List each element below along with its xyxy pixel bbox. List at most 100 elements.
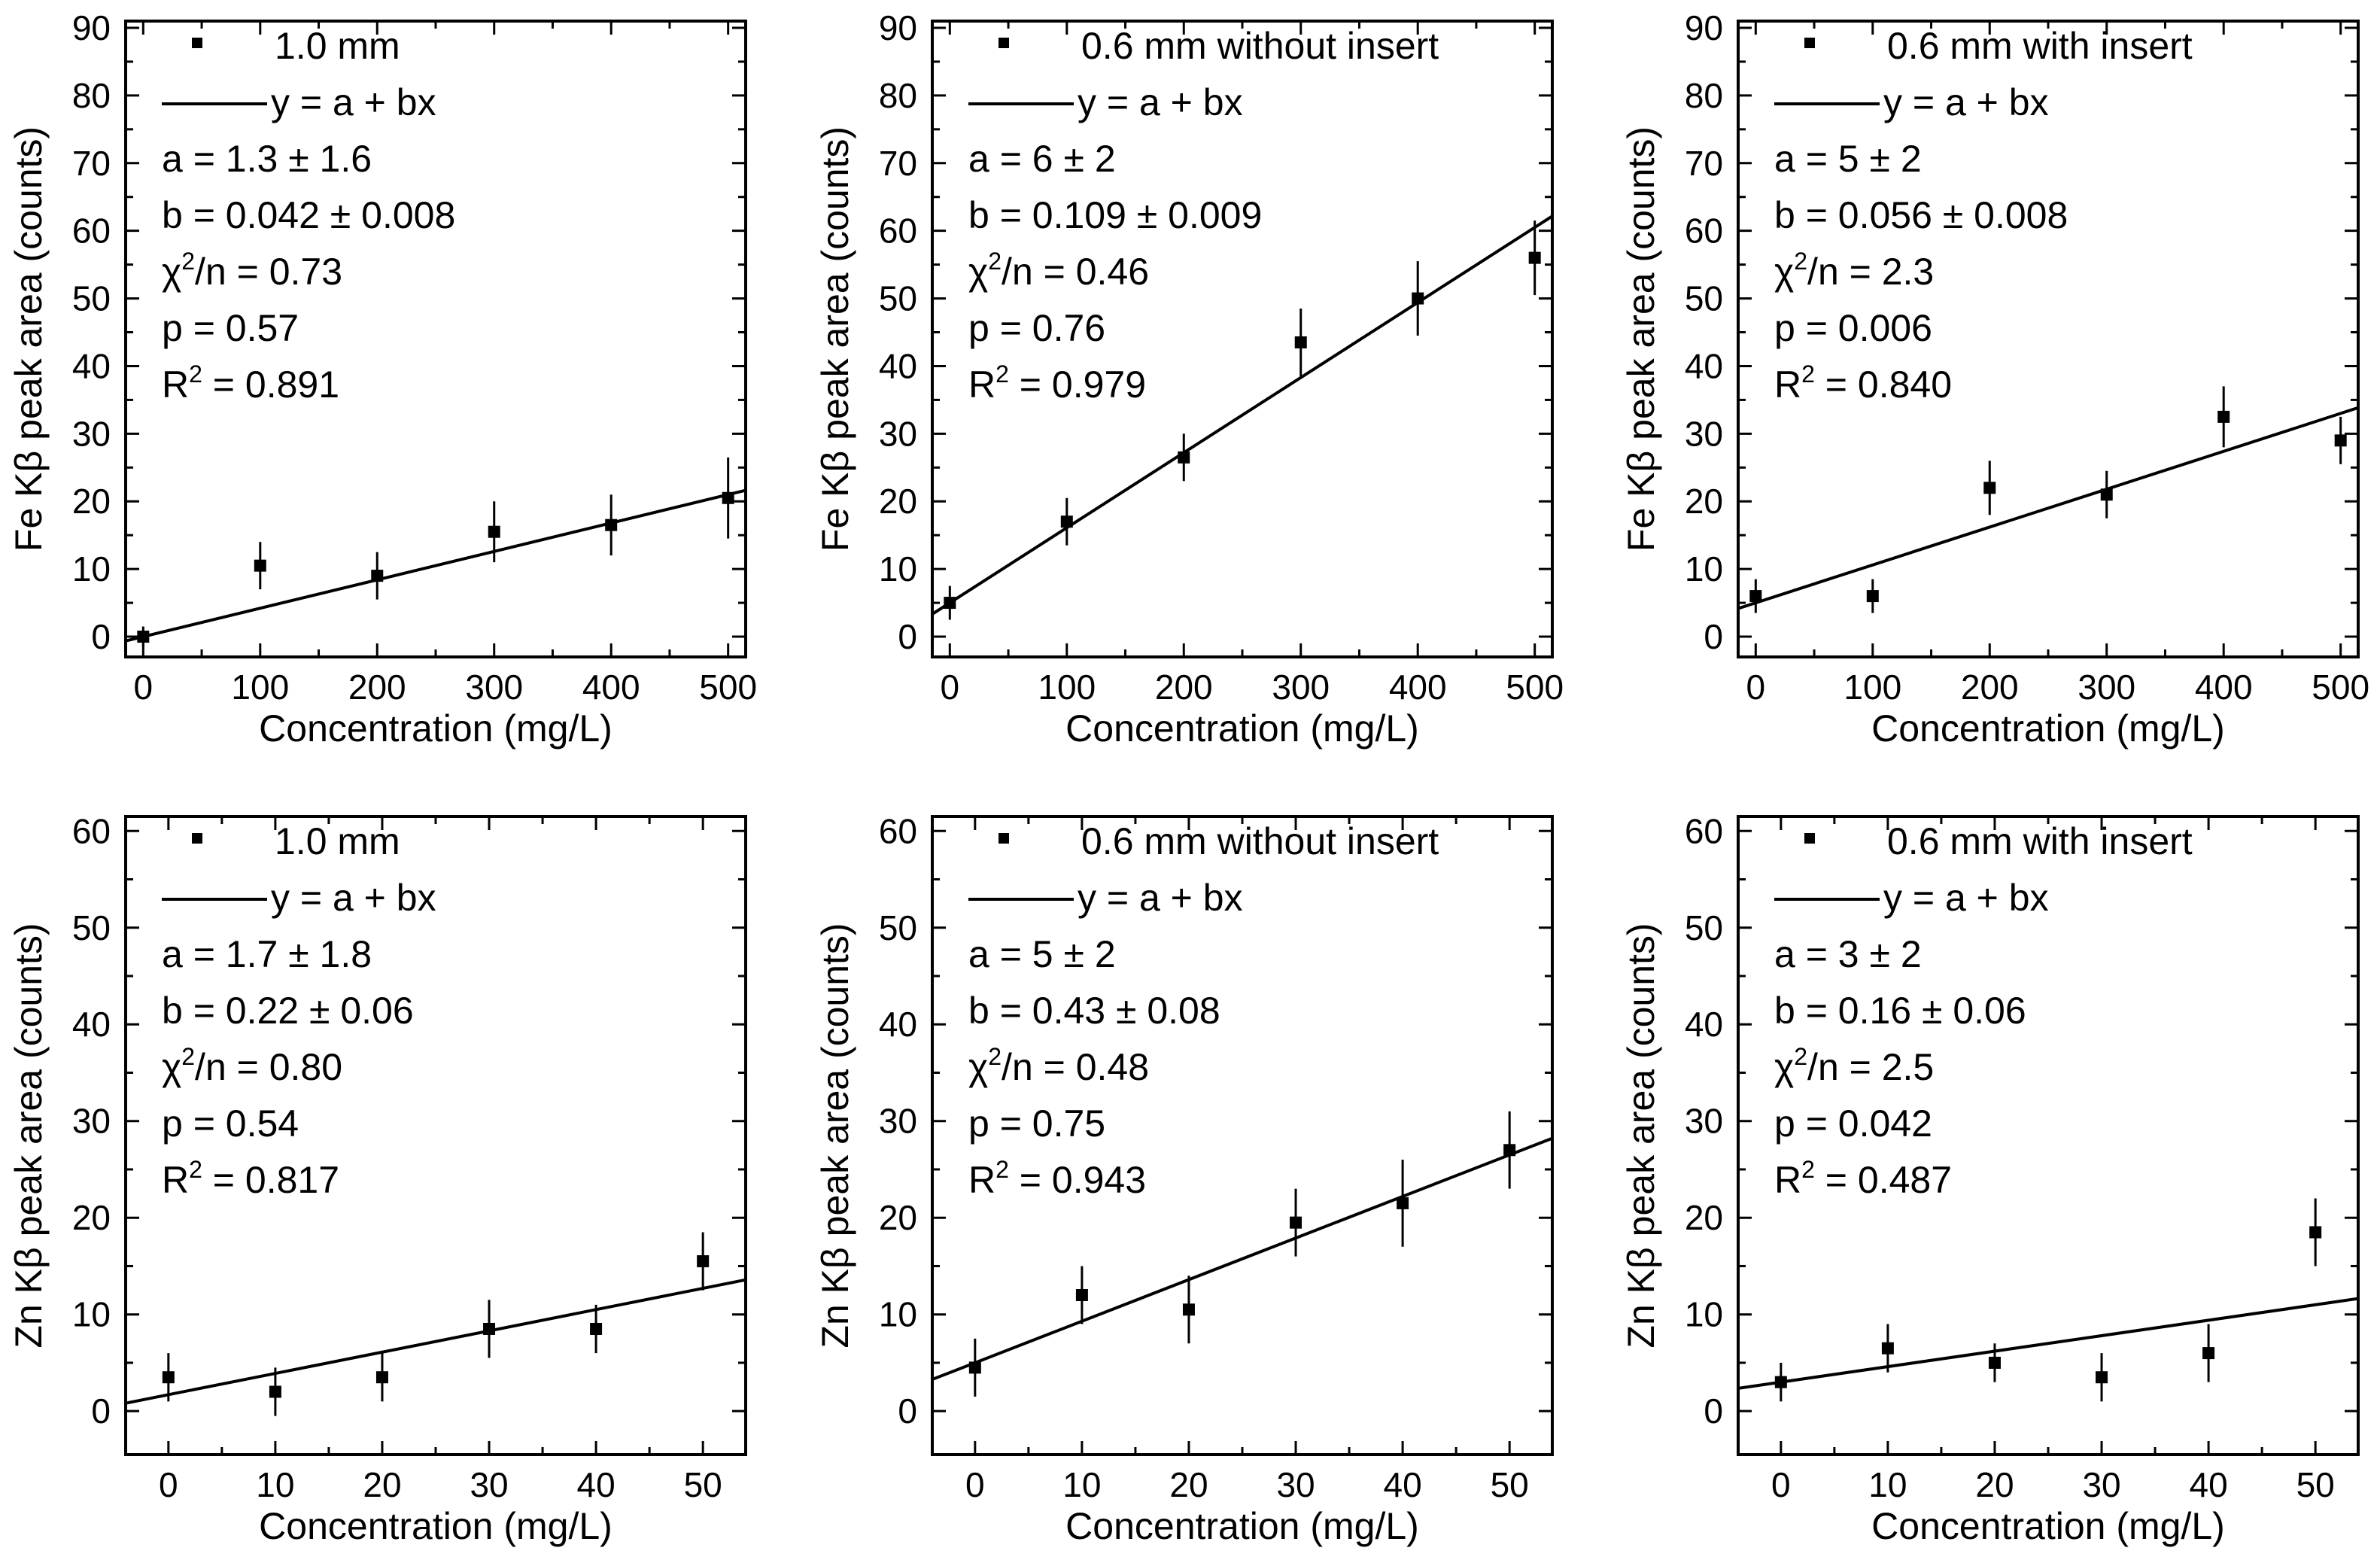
fit-p-value: p = 0.54 [162, 1102, 299, 1145]
data-point [2100, 488, 2113, 501]
fit-chi2: χ2/n = 2.5 [1774, 1043, 1934, 1088]
fit-p-value: p = 0.57 [162, 307, 299, 349]
fit-line [932, 1136, 1552, 1381]
legend-line-label: y = a + bx [1078, 81, 1243, 123]
y-axis-title: Zn Kβ peak area (counts) [1620, 923, 1662, 1348]
y-tick-label: 10 [1685, 549, 1723, 588]
x-axis-title: Concentration (mg/L) [1065, 1505, 1419, 1547]
legend-marker [192, 833, 202, 844]
x-tick-label: 200 [348, 667, 406, 707]
y-tick-label: 90 [879, 8, 917, 47]
x-tick-label: 500 [1506, 667, 1564, 707]
y-tick-label: 50 [72, 908, 111, 947]
y-tick-label: 80 [879, 76, 917, 115]
x-tick-label: 300 [465, 667, 523, 707]
chart-panel-zn-0.6mm-without: 0 10 20 30 40 50 0 10 20 30 40 50 60 Concentration (m… [814, 811, 1554, 1547]
data-point [1988, 1356, 2001, 1369]
fit-r2: R2 = 0.487 [1774, 1156, 1952, 1201]
data-point [968, 1361, 981, 1374]
fit-chi2: χ2/n = 0.73 [162, 248, 342, 293]
x-tick-label: 0 [159, 1465, 178, 1504]
data-point [1881, 1342, 1894, 1355]
fit-r2: R2 = 0.817 [162, 1156, 339, 1201]
y-tick-label: 20 [72, 1198, 111, 1237]
x-tick-label: 30 [1276, 1465, 1315, 1504]
data-point [697, 1255, 710, 1268]
data-point [1075, 1289, 1088, 1301]
data-point [1178, 451, 1190, 464]
fit-param-a: a = 1.3 ± 1.6 [162, 138, 372, 180]
y-tick-label: 0 [1704, 1391, 1723, 1431]
y-tick-label: 0 [91, 617, 111, 656]
legend-line-label: y = a + bx [1078, 877, 1243, 919]
y-tick-label: 0 [898, 617, 917, 656]
data-point [2309, 1226, 2322, 1239]
fit-line [1738, 1297, 2358, 1390]
y-tick-label: 20 [879, 482, 917, 521]
legend-marker-label: 0.6 mm without insert [1081, 25, 1439, 67]
x-tick-label: 100 [1038, 667, 1096, 707]
x-tick-label: 20 [363, 1465, 401, 1504]
y-tick-label: 10 [879, 549, 917, 588]
x-tick-label: 100 [231, 667, 289, 707]
fit-param-b: b = 0.109 ± 0.009 [968, 194, 1262, 236]
legend-marker-label: 1.0 mm [275, 820, 400, 862]
y-tick-label: 50 [72, 279, 111, 318]
fit-p-value: p = 0.76 [968, 307, 1105, 349]
fit-chi2: χ2/n = 0.48 [968, 1043, 1149, 1088]
data-point [1294, 336, 1307, 348]
x-axis-title: Concentration (mg/L) [1065, 707, 1419, 750]
y-tick-label: 30 [72, 1102, 111, 1141]
y-tick-label: 60 [879, 211, 917, 251]
y-tick-label: 60 [879, 811, 917, 850]
legend-marker-label: 0.6 mm with insert [1887, 25, 2193, 67]
x-tick-label: 20 [1169, 1465, 1208, 1504]
x-tick-label: 30 [2082, 1465, 2120, 1504]
y-tick-label: 10 [1685, 1295, 1723, 1334]
y-tick-label: 40 [72, 1005, 111, 1044]
y-tick-label: 30 [72, 414, 111, 453]
y-tick-label: 60 [1685, 811, 1723, 850]
data-point [1182, 1303, 1195, 1316]
data-point [590, 1322, 603, 1335]
y-tick-label: 70 [879, 144, 917, 183]
data-point [483, 1322, 496, 1335]
x-tick-label: 40 [577, 1465, 616, 1504]
legend-line-label: y = a + bx [271, 877, 436, 919]
y-tick-label: 40 [72, 346, 111, 385]
legend-marker [1804, 833, 1815, 844]
fit-param-a: a = 5 ± 2 [968, 933, 1116, 975]
y-tick-label: 30 [879, 414, 917, 453]
y-tick-label: 0 [91, 1391, 111, 1431]
legend-line-label: y = a + bx [271, 81, 436, 123]
fit-p-value: p = 0.042 [1774, 1102, 1932, 1145]
x-tick-label: 10 [256, 1465, 294, 1504]
y-tick-label: 80 [72, 76, 111, 115]
y-tick-label: 30 [879, 1102, 917, 1141]
y-tick-label: 20 [72, 482, 111, 521]
y-axis-title: Fe Kβ peak area (counts) [8, 126, 50, 552]
y-tick-label: 10 [879, 1295, 917, 1334]
x-tick-label: 0 [134, 667, 153, 707]
fit-param-b: b = 0.43 ± 0.08 [968, 990, 1220, 1032]
data-point [1060, 515, 1073, 528]
x-tick-label: 10 [1868, 1465, 1907, 1504]
y-tick-label: 40 [879, 346, 917, 385]
data-point [1412, 292, 1424, 305]
x-tick-label: 50 [1491, 1465, 1529, 1504]
x-tick-label: 0 [941, 667, 960, 707]
y-tick-label: 50 [879, 279, 917, 318]
fit-param-b: b = 0.22 ± 0.06 [162, 990, 414, 1032]
data-point [2202, 1347, 2215, 1360]
y-tick-label: 50 [879, 908, 917, 947]
fit-param-a: a = 6 ± 2 [968, 138, 1116, 180]
y-axis-title: Fe Kβ peak area (counts) [814, 126, 856, 552]
data-point [1774, 1376, 1787, 1388]
data-point [2217, 410, 2230, 423]
fit-line [932, 214, 1552, 616]
data-point [254, 559, 266, 572]
x-tick-label: 50 [2296, 1465, 2335, 1504]
y-tick-label: 0 [1704, 617, 1723, 656]
x-axis-title: Concentration (mg/L) [1871, 707, 2225, 750]
